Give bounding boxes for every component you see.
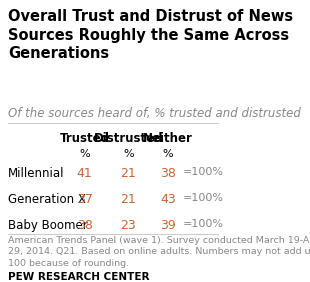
Text: Millennial: Millennial — [8, 167, 64, 180]
Text: %: % — [123, 149, 134, 158]
Text: 21: 21 — [121, 193, 136, 206]
Text: Distrusted: Distrusted — [94, 132, 163, 145]
Text: %: % — [79, 149, 90, 158]
Text: Generation X: Generation X — [8, 193, 86, 206]
Text: 38: 38 — [160, 167, 176, 180]
Text: Of the sources heard of, % trusted and distrusted: Of the sources heard of, % trusted and d… — [8, 107, 301, 120]
Text: 43: 43 — [160, 193, 176, 206]
Text: Overall Trust and Distrust of News
Sources Roughly the Same Across
Generations: Overall Trust and Distrust of News Sourc… — [8, 9, 293, 61]
Text: Baby Boomer: Baby Boomer — [8, 219, 88, 232]
Text: 23: 23 — [121, 219, 136, 232]
Text: 39: 39 — [160, 219, 176, 232]
Text: PEW RESEARCH CENTER: PEW RESEARCH CENTER — [8, 272, 149, 282]
Text: 37: 37 — [77, 193, 93, 206]
Text: 21: 21 — [121, 167, 136, 180]
Text: 38: 38 — [77, 219, 93, 232]
Text: 41: 41 — [77, 167, 93, 180]
Text: Neither: Neither — [143, 132, 193, 145]
Text: =100%: =100% — [183, 167, 224, 177]
Text: Trusted: Trusted — [60, 132, 110, 145]
Text: %: % — [163, 149, 173, 158]
Text: =100%: =100% — [183, 193, 224, 203]
Text: American Trends Panel (wave 1). Survey conducted March 19-April
29, 2014. Q21. B: American Trends Panel (wave 1). Survey c… — [8, 236, 310, 268]
Text: =100%: =100% — [183, 219, 224, 229]
